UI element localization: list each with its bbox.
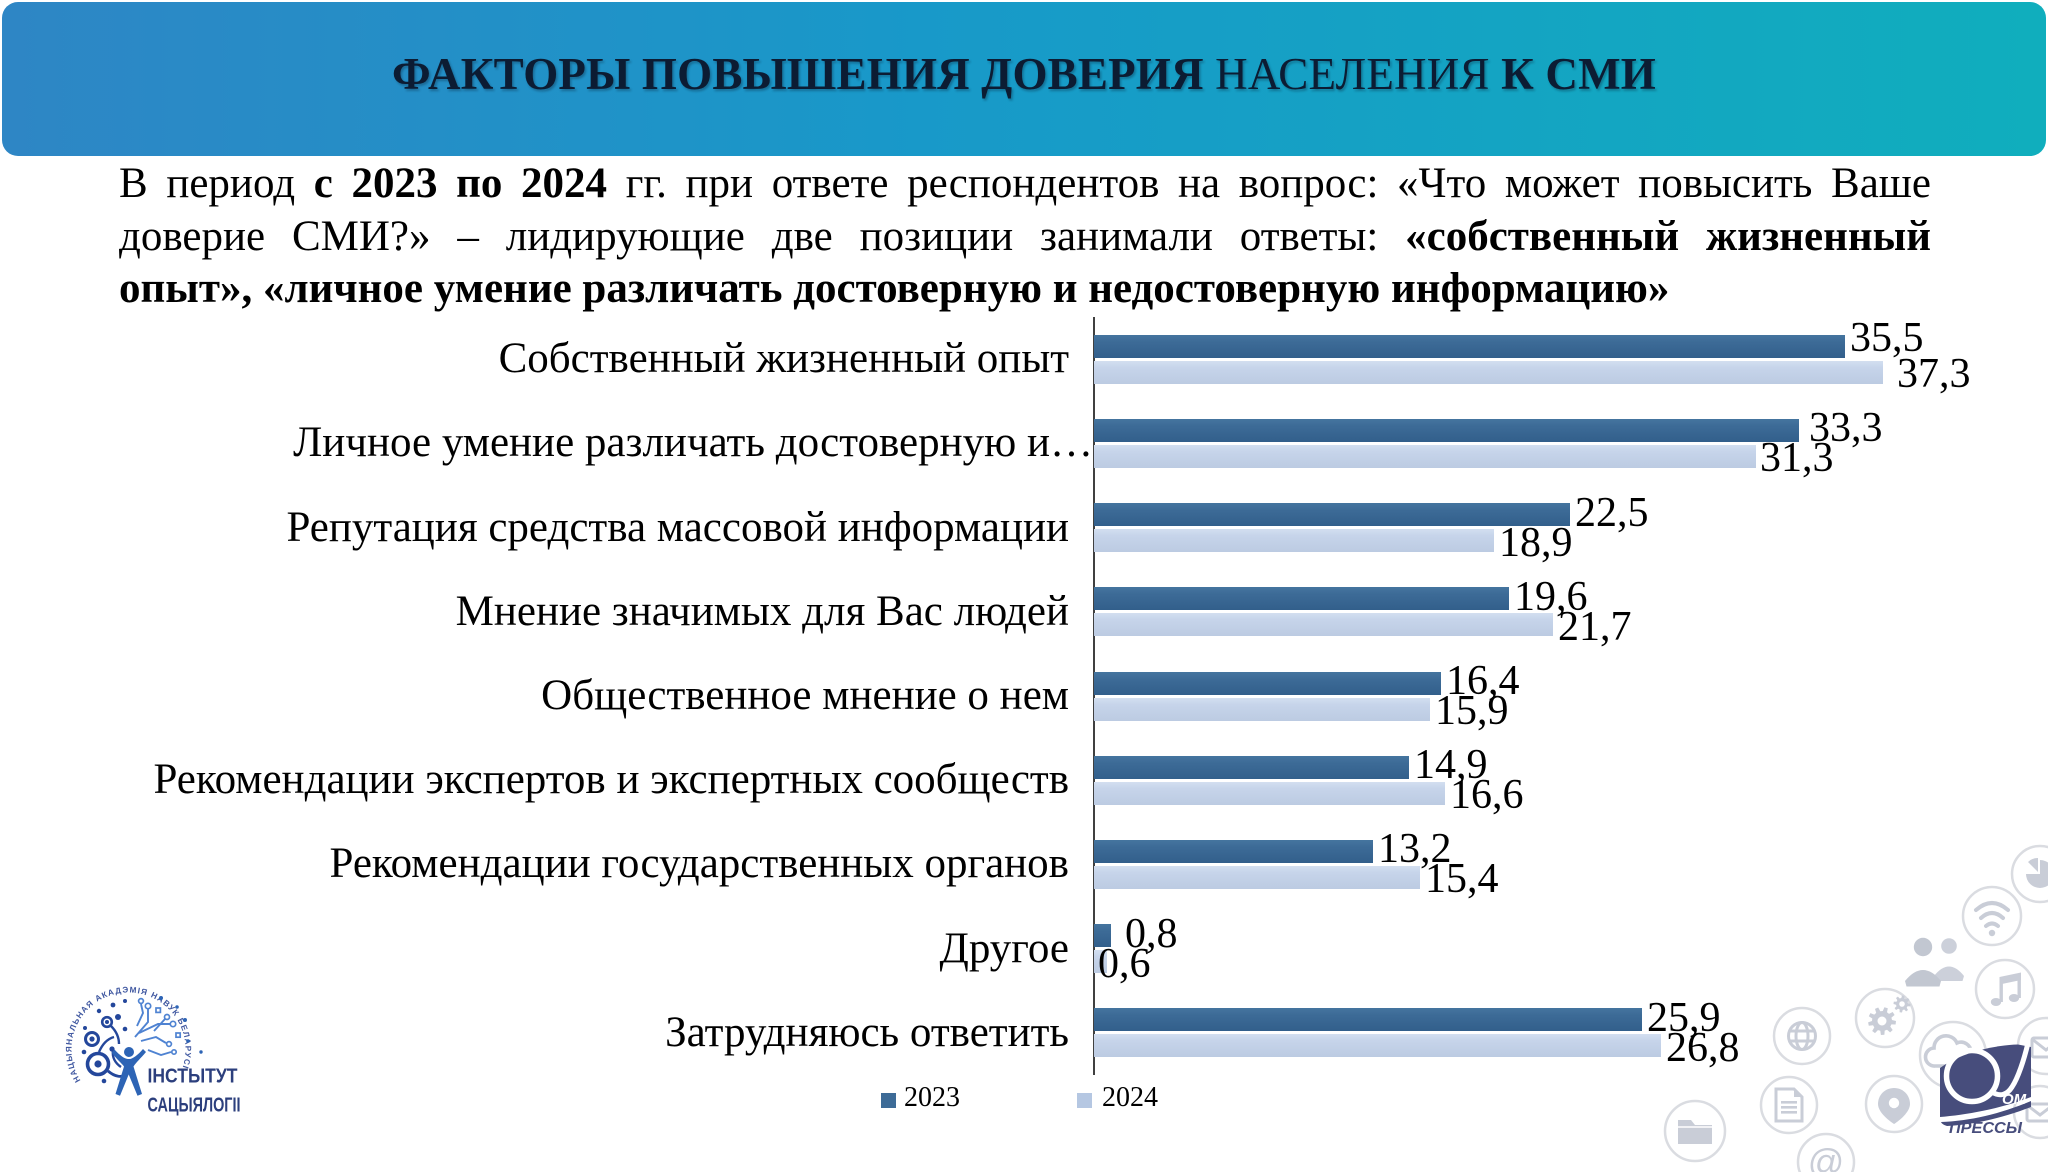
- svg-text:САЦЫЯЛОГІІ: САЦЫЯЛОГІІ: [148, 1095, 241, 1117]
- svg-text:ПРЕССЫ: ПРЕССЫ: [1949, 1120, 2023, 1137]
- svg-text:@: @: [1808, 1141, 1845, 1172]
- svg-text:ОМ: ОМ: [2002, 1091, 2027, 1108]
- svg-text:ІНСТЫТУТ: ІНСТЫТУТ: [148, 1066, 238, 1088]
